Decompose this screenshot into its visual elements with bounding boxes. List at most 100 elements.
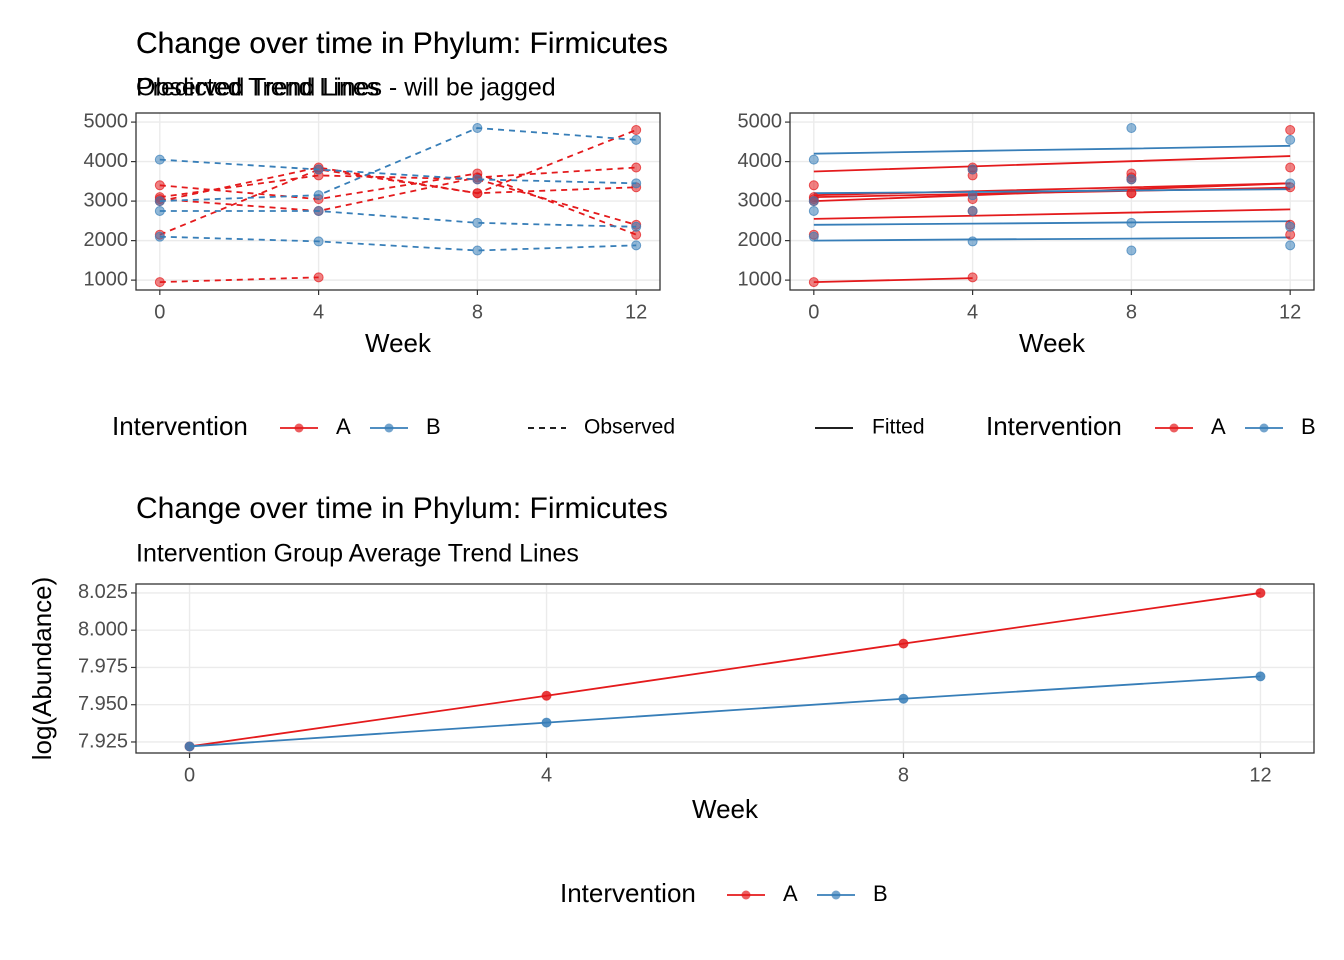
trend-line (813, 220, 1291, 226)
data-point (967, 164, 978, 175)
legend-key-point (1259, 423, 1269, 433)
y-tick-label: 8.025 (78, 581, 128, 603)
data-point (808, 277, 819, 288)
data-point (154, 196, 165, 207)
data-point (967, 272, 978, 283)
legend-label: Observed (584, 416, 675, 439)
data-point (631, 221, 642, 232)
data-point (808, 180, 819, 191)
trend-line (813, 277, 973, 283)
x-tick-label: 0 (808, 301, 819, 323)
data-point (1126, 188, 1137, 199)
data-point (154, 205, 165, 216)
y-tick-label: 3000 (738, 189, 783, 211)
data-point (541, 690, 552, 701)
data-point (154, 277, 165, 288)
data-point (154, 154, 165, 165)
trend-line (159, 210, 637, 228)
data-point (1285, 134, 1296, 145)
data-point (472, 174, 483, 185)
data-point (541, 717, 552, 728)
trend-line (159, 235, 637, 252)
x-tick-label: 12 (625, 301, 647, 323)
trend-line (159, 174, 637, 226)
legend-key-point (384, 423, 394, 433)
y-tick-label: 3000 (84, 189, 129, 211)
plot-border (135, 583, 1315, 754)
data-point (1285, 221, 1296, 232)
trend-line (813, 236, 1291, 242)
legend-label: A (783, 881, 798, 906)
trend-line (813, 155, 1291, 173)
data-point (967, 205, 978, 216)
data-point (313, 205, 324, 216)
trend-line (189, 675, 1261, 748)
chart-subtitle: Intervention Group Average Trend Lines (136, 540, 579, 568)
y-tick-label: 2000 (738, 229, 783, 251)
data-point (1126, 245, 1137, 256)
chart-subtitle: Observed Trend Lines - will be jagged (136, 74, 556, 102)
x-tick-label: 8 (898, 764, 909, 786)
data-point (808, 231, 819, 242)
y-axis-title: log(Abundance) (27, 577, 57, 761)
y-tick-label: 2000 (84, 229, 129, 251)
legend-title: Intervention (560, 878, 696, 908)
y-tick-label: 7.925 (78, 730, 128, 752)
legend-label: A (336, 414, 351, 439)
data-point (313, 164, 324, 175)
trend-line (159, 127, 637, 203)
data-point (967, 236, 978, 247)
chart-title: Change over time in Phylum: Firmicutes (136, 492, 668, 525)
trend-line (813, 208, 1291, 220)
chart-subtitle: Predicted Trend Lines (136, 74, 379, 102)
x-tick-label: 4 (967, 301, 978, 323)
data-point (808, 196, 819, 207)
trend-line (159, 166, 637, 202)
legend-key-point (294, 423, 304, 433)
data-point (1285, 162, 1296, 173)
data-point (154, 180, 165, 191)
x-tick-label: 4 (541, 764, 552, 786)
x-axis-title: Week (692, 794, 759, 824)
x-tick-label: 12 (1279, 301, 1301, 323)
data-point (1126, 174, 1137, 185)
data-point (1255, 587, 1266, 598)
y-tick-label: 1000 (84, 268, 129, 290)
legend-label: B (1301, 414, 1316, 439)
data-point (1285, 124, 1296, 135)
y-tick-label: 7.975 (78, 656, 128, 678)
data-point (808, 154, 819, 165)
y-tick-label: 1000 (738, 268, 783, 290)
x-tick-label: 0 (154, 301, 165, 323)
x-tick-label: 8 (1126, 301, 1137, 323)
data-point (1255, 671, 1266, 682)
data-point (154, 231, 165, 242)
trend-line (159, 166, 637, 212)
legend-title: Intervention (112, 411, 248, 441)
data-point (472, 217, 483, 228)
trend-line (159, 158, 637, 185)
data-point (1126, 217, 1137, 228)
chart-title: Change over time in Phylum: Firmicutes (136, 27, 668, 60)
data-point (1285, 178, 1296, 189)
x-tick-label: 8 (472, 301, 483, 323)
y-tick-label: 7.950 (78, 693, 128, 715)
y-tick-label: 4000 (84, 150, 129, 172)
legend-title: Intervention (986, 411, 1122, 441)
legend-label: B (426, 414, 441, 439)
trend-line (159, 172, 637, 236)
legend-key-point (1169, 423, 1179, 433)
data-point (313, 190, 324, 201)
plot-border (789, 112, 1315, 291)
trend-line (813, 188, 1291, 195)
data-point (631, 240, 642, 251)
y-tick-label: 5000 (84, 110, 129, 132)
legend-label: Fitted (872, 416, 925, 439)
x-axis-title: Week (1019, 328, 1086, 358)
data-point (631, 178, 642, 189)
data-point (184, 741, 195, 752)
plot-background (136, 584, 1314, 753)
x-tick-label: 0 (184, 764, 195, 786)
trend-line (189, 592, 1261, 748)
y-tick-label: 8.000 (78, 618, 128, 640)
